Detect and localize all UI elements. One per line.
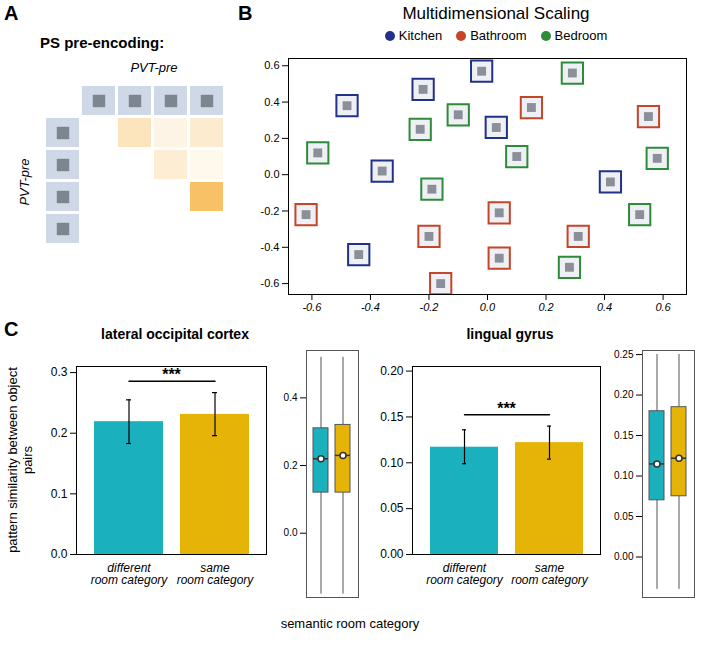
html-text:B: B	[238, 2, 253, 24]
html-text:PVT-pre: PVT-pre	[16, 158, 32, 206]
svg-text:0.4: 0.4	[597, 301, 612, 313]
svg-text:0.6: 0.6	[264, 59, 279, 71]
svg-text:0.00: 0.00	[380, 547, 404, 561]
html-text:Bedroom: Bedroom	[554, 28, 608, 43]
svg-text:***: ***	[497, 400, 516, 417]
html-text:pattern similarity between obj: pattern similarity between object pairs	[5, 367, 35, 553]
svg-text:sameroom category: sameroom category	[177, 561, 255, 587]
svg-text:0.20: 0.20	[614, 389, 634, 400]
svg-text:0.2: 0.2	[51, 426, 68, 440]
svg-text:0.10: 0.10	[380, 456, 404, 470]
svg-text:0.0: 0.0	[480, 301, 496, 313]
svg-text:0.25: 0.25	[614, 349, 634, 360]
svg-text:0.4: 0.4	[264, 96, 279, 108]
svg-text:0.05: 0.05	[380, 501, 404, 515]
svg-text:0.10: 0.10	[614, 470, 634, 481]
html-text:Multidimensional Scaling: Multidimensional Scaling	[402, 4, 590, 23]
svg-text:0.0: 0.0	[284, 527, 298, 538]
svg-text:0.0: 0.0	[51, 547, 68, 561]
svg-text:0.20: 0.20	[380, 364, 404, 378]
svg-text:0.2: 0.2	[264, 132, 279, 144]
svg-text:0.3: 0.3	[51, 365, 68, 379]
html-text:A: A	[4, 2, 19, 24]
svg-text:-0.4: -0.4	[361, 301, 380, 313]
svg-text:0.0: 0.0	[264, 168, 279, 180]
html-text:Bathroom: Bathroom	[470, 28, 527, 43]
svg-text:differentroom category: differentroom category	[426, 561, 504, 587]
html-text:Kitchen: Kitchen	[398, 28, 443, 43]
html-text:C: C	[4, 318, 19, 340]
svg-text:0.4: 0.4	[284, 392, 298, 403]
html-text:lingual gyrus: lingual gyrus	[466, 326, 554, 342]
svg-text:0.05: 0.05	[614, 511, 634, 522]
svg-text:-0.2: -0.2	[261, 205, 280, 217]
svg-text:-0.6: -0.6	[302, 301, 322, 313]
svg-text:differentroom category: differentroom category	[91, 561, 169, 587]
svg-text:0.15: 0.15	[614, 430, 634, 441]
svg-text:-0.4: -0.4	[261, 241, 280, 253]
svg-text:-0.2: -0.2	[419, 301, 438, 313]
svg-text:sameroom category: sameroom category	[511, 561, 589, 587]
svg-text:0.15: 0.15	[380, 410, 404, 424]
html-text:lateral occipital cortex: lateral occipital cortex	[101, 326, 249, 342]
html-text:PS pre-encoding:: PS pre-encoding:	[40, 34, 165, 51]
svg-text:-0.6: -0.6	[261, 277, 280, 289]
svg-text:0.1: 0.1	[51, 487, 68, 501]
svg-text:0.2: 0.2	[284, 460, 298, 471]
svg-text:0.6: 0.6	[655, 301, 671, 313]
html-text:semantic room category: semantic room category	[280, 616, 420, 631]
svg-text:***: ***	[162, 366, 181, 383]
html-text:PVT-pre: PVT-pre	[130, 60, 178, 75]
svg-text:0.00: 0.00	[614, 551, 634, 562]
svg-text:0.2: 0.2	[538, 301, 553, 313]
